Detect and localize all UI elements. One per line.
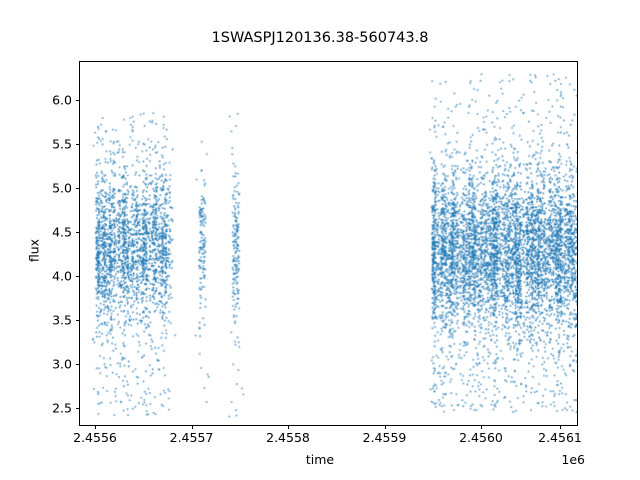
x-tick-label: 2.4560: [459, 430, 503, 445]
page-title: 1SWASPJ120136.38-560743.8: [211, 30, 429, 46]
x-tick-label: 2.4557: [169, 430, 214, 445]
y-tick-label: 5.0: [52, 180, 72, 196]
y-axis-label: flux: [26, 238, 42, 263]
y-tick-mark: [75, 320, 79, 321]
x-tick-mark: [560, 425, 561, 429]
y-tick-label: 2.5: [52, 400, 72, 416]
y-tick-mark: [75, 100, 79, 101]
y-tick-mark: [75, 232, 79, 233]
y-tick-label: 5.5: [52, 136, 72, 152]
y-tick-label: 4.0: [52, 268, 72, 284]
scatter-data-layer: [80, 62, 577, 425]
y-axis-tick-labels: 2.5 3.0 3.5 4.0 4.5 5.0 5.5 6.0: [0, 0, 72, 480]
x-tick-label: 2.4561: [538, 430, 582, 445]
x-tick-label: 2.4558: [266, 430, 310, 445]
y-tick-label: 3.0: [52, 356, 72, 372]
y-tick-mark: [75, 188, 79, 189]
y-tick-mark: [75, 408, 79, 409]
y-tick-mark: [75, 276, 79, 277]
x-tick-mark: [384, 425, 386, 429]
x-axis-label: time: [305, 452, 335, 467]
y-tick-mark: [75, 364, 79, 365]
plot-axes-area: [79, 61, 578, 426]
y-tick-label: 3.5: [52, 312, 72, 328]
y-tick-label: 6.0: [52, 92, 72, 108]
x-tick-mark: [191, 425, 193, 429]
x-tick-mark: [481, 425, 482, 429]
x-tick-mark: [95, 425, 96, 429]
x-tick-label: 2.4556: [73, 430, 117, 445]
y-tick-mark: [75, 144, 79, 145]
x-tick-label: 2.4559: [362, 430, 407, 445]
x-tick-mark: [288, 425, 289, 429]
x-axis-offset-text: 1e6: [561, 452, 585, 467]
y-tick-label: 4.5: [52, 224, 72, 240]
